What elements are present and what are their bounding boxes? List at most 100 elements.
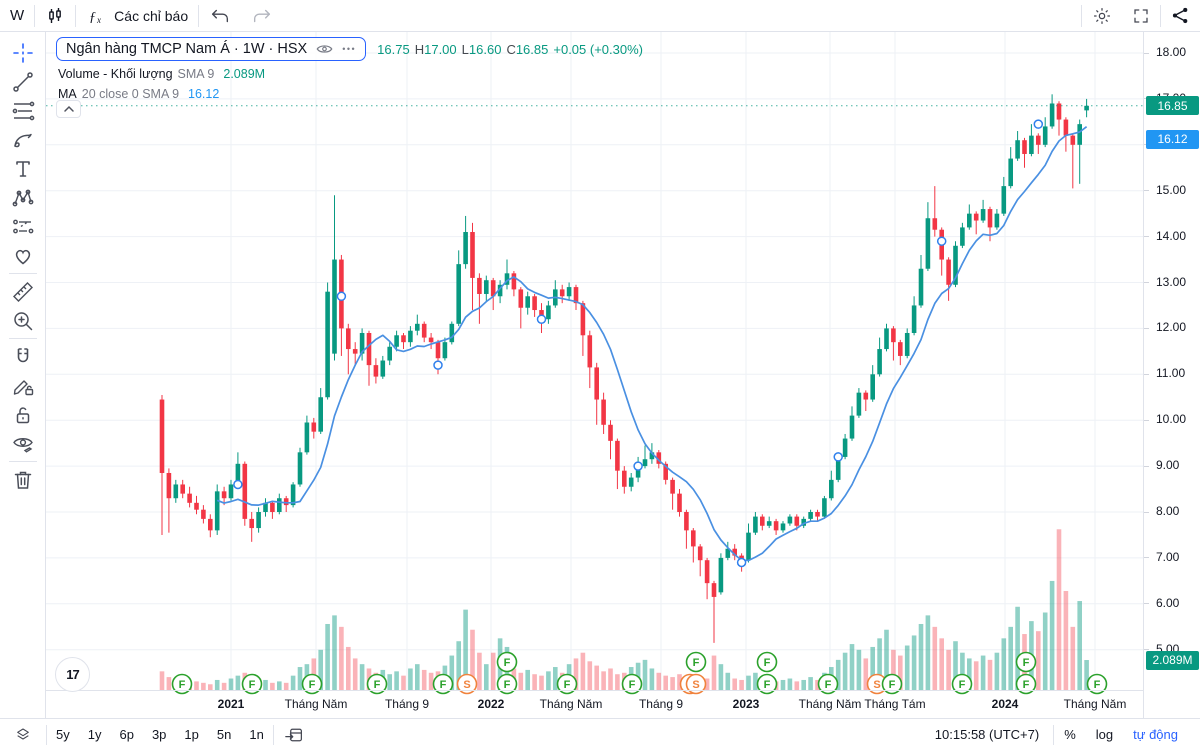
tool-lock-all[interactable] <box>6 400 40 429</box>
range-button-5y[interactable]: 5y <box>56 727 70 742</box>
time-axis-year-label[interactable]: 2024 <box>991 697 1019 711</box>
candle-body <box>1063 119 1069 136</box>
tool-drawing-pencil-lock[interactable] <box>6 371 40 400</box>
tool-xabcd-pattern[interactable] <box>6 183 40 212</box>
tool-text[interactable] <box>6 154 40 183</box>
event-marker-letter: F <box>179 679 186 691</box>
ma-indicator-params: 20 close 0 SMA 9 <box>81 87 180 101</box>
symbol-button[interactable]: Ngân hàng TMCP Nam Á · 1W · HSX ••• <box>56 37 367 61</box>
price-axis[interactable]: 18.0017.0016.0015.0014.0013.0012.0011.00… <box>1143 32 1200 718</box>
time-axis-year-label[interactable]: 2023 <box>732 697 760 711</box>
bottom-toolbar: 5y 1y 6p 3p 1p 5n 1n 10:15:58 (UTC+7) % log tự… <box>0 718 1200 750</box>
price-axis-tick <box>1144 327 1149 329</box>
candle-body <box>684 512 689 531</box>
tradingview-logo-text: 17 <box>66 667 80 682</box>
candle-body <box>304 422 310 453</box>
tool-hide-all-eye[interactable] <box>6 429 40 458</box>
time-axis-month-label[interactable]: Tháng Năm <box>1063 697 1127 711</box>
candle-body <box>822 498 827 517</box>
tool-zoom-in[interactable] <box>6 306 40 335</box>
candle-body <box>732 548 737 556</box>
candle-body <box>532 296 537 311</box>
tradingview-logo[interactable]: 17 <box>55 657 90 692</box>
candle-body <box>898 342 903 356</box>
candle-body <box>504 273 510 285</box>
tool-magnet[interactable] <box>6 342 40 371</box>
range-button-6p[interactable]: 6p <box>119 727 134 742</box>
time-axis[interactable]: 2021 Tháng Năm Tháng 9 2022 Tháng Năm Tháng 9… <box>46 690 1200 718</box>
candle-body <box>808 512 813 519</box>
more-options-icon[interactable]: ••• <box>342 44 357 54</box>
range-button-1n[interactable]: 1n <box>249 727 264 742</box>
time-axis-month-label[interactable]: Tháng 9 <box>384 697 430 711</box>
eye-icon[interactable] <box>316 42 333 56</box>
ma-indicator-row[interactable]: MA 20 close 0 SMA 9 16.12 <box>56 87 643 101</box>
tool-forecast[interactable] <box>6 212 40 241</box>
range-button-5n[interactable]: 5n <box>216 727 232 742</box>
event-marker-letter: F <box>889 679 896 691</box>
range-button-3p[interactable]: 3p <box>151 727 167 742</box>
time-axis-month-label[interactable]: Tháng Tám <box>864 697 926 711</box>
range-button-1p[interactable]: 1p <box>184 727 199 742</box>
tool-remove-all-trash[interactable] <box>6 465 40 494</box>
event-marker-circle <box>685 651 707 673</box>
auto-scale-button[interactable]: tự động <box>1133 727 1178 742</box>
ma-value-badge: 16.12 <box>1146 129 1199 149</box>
candle-body <box>166 472 172 499</box>
symbol-search-button[interactable] <box>35 0 75 32</box>
ma-line[interactable] <box>216 126 1088 562</box>
price-axis-label: 6.00 <box>1156 595 1180 610</box>
candle-body <box>1022 140 1027 154</box>
main-menu-button[interactable]: W <box>0 0 34 32</box>
percent-scale-button[interactable]: % <box>1064 727 1076 742</box>
legend-collapse-button[interactable] <box>56 100 81 118</box>
high-value: 17.00 <box>424 41 457 57</box>
point-marker <box>936 236 947 246</box>
candle-body <box>173 484 179 499</box>
chart-settings-button[interactable] <box>1082 0 1122 32</box>
tool-crosshair[interactable] <box>6 38 40 67</box>
volume-indicator-row[interactable]: Volume - Khối lượng SMA 9 2.089M <box>56 67 643 81</box>
event-marker-circle <box>817 673 839 695</box>
toolbar-divider <box>272 724 274 745</box>
candle-body <box>960 227 965 246</box>
time-axis-month-label[interactable]: Tháng Năm <box>284 697 348 711</box>
fullscreen-button[interactable] <box>1122 0 1160 32</box>
time-axis-month-label[interactable]: Tháng Năm <box>539 697 603 711</box>
range-button-1y[interactable]: 1y <box>87 727 102 742</box>
ohlc-values: 16.75 H17.00 L16.60 C16.85 +0.05 (+0.30%… <box>377 41 643 57</box>
candle-body <box>1070 135 1076 145</box>
tool-fib-retracement[interactable] <box>6 96 40 125</box>
volume-indicator-name: Volume - Khối lượng <box>58 67 173 81</box>
tool-measure-ruler[interactable] <box>6 277 40 306</box>
candle-body <box>704 560 710 584</box>
toolbar-divider <box>46 724 47 745</box>
tool-emoji-heart[interactable] <box>6 241 40 270</box>
go-to-date-button[interactable] <box>274 719 314 751</box>
open-value: 16.75 <box>377 41 410 57</box>
tool-trend-line[interactable] <box>6 67 40 96</box>
object-tree-button[interactable] <box>0 719 46 750</box>
time-axis-month-label[interactable]: Tháng Năm <box>798 697 862 711</box>
time-axis-month-label[interactable]: Tháng 9 <box>638 697 684 711</box>
redo-button[interactable] <box>241 0 283 32</box>
last-price-badge: 16.85 <box>1146 96 1199 116</box>
event-marker-letter: S <box>873 679 880 691</box>
candle-body <box>656 452 662 464</box>
date-range-buttons: 5y 1y 6p 3p 1p 5n 1n <box>47 719 273 750</box>
undo-button[interactable] <box>199 0 241 32</box>
event-marker-letter: F <box>504 679 511 691</box>
share-button[interactable] <box>1161 0 1200 32</box>
candle-body <box>573 287 579 304</box>
clock[interactable]: 10:15:58 (UTC+7) <box>934 727 1040 742</box>
tool-brush[interactable] <box>6 125 40 154</box>
time-axis-year-label[interactable]: 2021 <box>217 697 245 711</box>
time-axis-year-label[interactable]: 2022 <box>477 697 505 711</box>
log-scale-button[interactable]: log <box>1095 727 1114 742</box>
low-value: 16.60 <box>468 41 502 57</box>
candle-body <box>346 328 351 350</box>
